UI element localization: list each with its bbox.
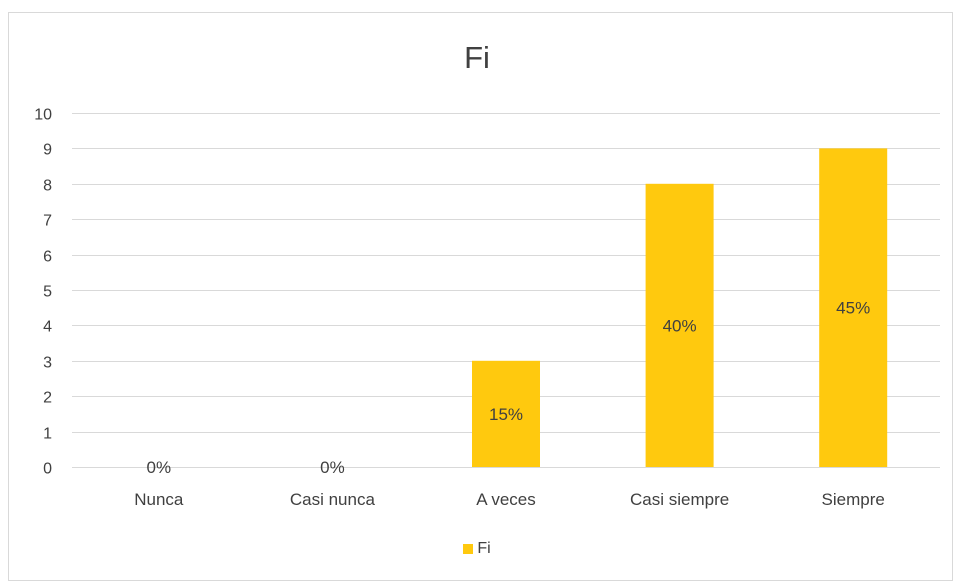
y-tick-label: 6 xyxy=(43,249,52,266)
y-tick-label: 1 xyxy=(43,426,52,443)
legend-label: Fi xyxy=(477,540,491,557)
bar xyxy=(819,148,888,467)
bar xyxy=(645,183,714,468)
y-tick-label: 8 xyxy=(43,178,52,195)
x-tick-label: Siempre xyxy=(822,490,885,509)
data-label: 0% xyxy=(147,458,172,477)
gridlines xyxy=(72,113,940,468)
data-label: 45% xyxy=(836,299,870,318)
y-tick-label: 4 xyxy=(43,319,52,336)
y-tick-label: 7 xyxy=(43,213,52,230)
x-tick-label: A veces xyxy=(476,490,536,509)
y-tick-label: 3 xyxy=(43,355,52,372)
data-labels: 0% 0% 15% 40% 45% xyxy=(147,299,871,477)
y-axis-tick-labels: 0 1 2 3 4 5 6 7 8 9 10 xyxy=(34,107,52,478)
x-axis-tick-labels: Nunca Casi nunca A veces Casi siempre Siempr… xyxy=(134,490,885,509)
legend: Fi xyxy=(0,540,954,558)
chart-title: Fi xyxy=(464,40,490,75)
legend-swatch xyxy=(463,544,474,554)
y-tick-label: 10 xyxy=(34,107,52,124)
y-tick-label: 5 xyxy=(43,284,52,301)
y-tick-label: 0 xyxy=(43,461,52,478)
y-tick-label: 9 xyxy=(43,142,52,159)
data-label: 15% xyxy=(489,405,523,424)
y-tick-label: 2 xyxy=(43,390,52,407)
data-label: 0% xyxy=(320,458,345,477)
bars xyxy=(472,148,888,468)
bar xyxy=(472,360,540,467)
x-tick-label: Casi nunca xyxy=(290,490,376,509)
data-label: 40% xyxy=(663,316,697,335)
x-tick-label: Casi siempre xyxy=(630,490,729,509)
chart-frame xyxy=(8,12,953,581)
x-tick-label: Nunca xyxy=(134,490,184,509)
